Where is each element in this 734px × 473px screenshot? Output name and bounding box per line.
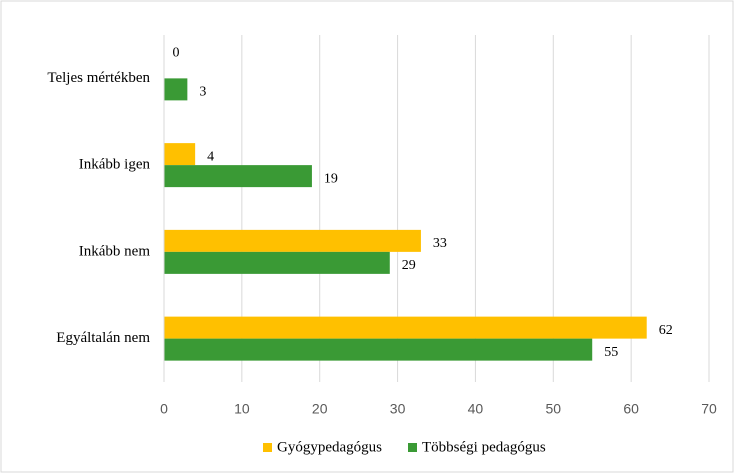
x-tick-label: 70 <box>701 401 717 417</box>
legend-swatch <box>408 443 417 452</box>
category-label: Egyáltalán nem <box>56 330 150 346</box>
legend-label: Többségi pedagógus <box>422 439 546 455</box>
value-label: 19 <box>324 171 338 186</box>
bar <box>164 338 593 361</box>
bar <box>164 229 421 252</box>
value-label: 29 <box>402 258 416 273</box>
bar <box>164 165 312 188</box>
category-label: Inkább nem <box>79 243 151 259</box>
category-label: Inkább igen <box>79 157 151 173</box>
x-tick-label: 50 <box>545 401 561 417</box>
value-label: 4 <box>207 149 214 164</box>
bar <box>164 143 196 166</box>
value-label: 3 <box>199 85 206 100</box>
x-tick-label: 0 <box>160 401 168 417</box>
x-tick-label: 20 <box>312 401 328 417</box>
x-tick-label: 60 <box>623 401 639 417</box>
bar <box>164 316 647 339</box>
value-label: 55 <box>604 345 618 360</box>
legend-label: Gyógypedagógus <box>277 439 382 455</box>
value-label: 33 <box>433 236 447 251</box>
bar <box>164 251 390 274</box>
legend-swatch <box>263 443 272 452</box>
x-tick-label: 40 <box>468 401 484 417</box>
value-label: 62 <box>659 323 673 338</box>
value-label: 0 <box>173 46 180 61</box>
category-label: Teljes mértékben <box>47 70 150 86</box>
bar <box>164 78 188 101</box>
x-tick-label: 10 <box>234 401 250 417</box>
x-tick-label: 30 <box>390 401 406 417</box>
